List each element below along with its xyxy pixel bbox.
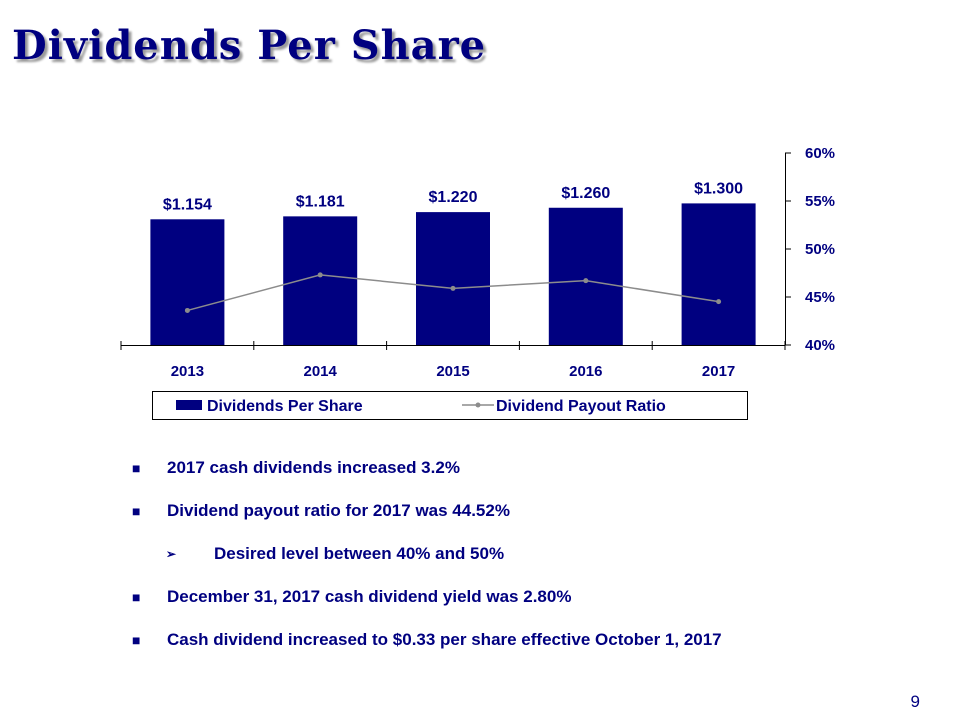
bar-value-label: $1.181	[296, 193, 345, 210]
sub-bullet-item: ➢ Desired level between 40% and 50%	[130, 542, 930, 585]
bullet-list: ■ 2017 cash dividends increased 3.2% ■ D…	[130, 456, 930, 671]
legend-box	[152, 391, 748, 420]
bar	[681, 203, 756, 345]
x-tick-label: 2016	[569, 363, 602, 380]
bullet-item: ■ December 31, 2017 cash dividend yield …	[130, 585, 930, 628]
right-tick-label: 40%	[805, 337, 835, 354]
dividends-chart: $1.154 $1.181 $1.220 $1.260 $1.300 2013 2014 20…	[120, 145, 835, 420]
bar-value-label: $1.154	[163, 196, 212, 213]
bullet-item: ■ Dividend payout ratio for 2017 was 44.…	[130, 499, 930, 542]
square-bullet-icon: ■	[132, 503, 141, 519]
legend-label: Dividends Per Share	[207, 398, 363, 415]
right-tick-label: 50%	[805, 241, 835, 258]
square-bullet-icon: ■	[132, 460, 141, 476]
right-tick-label: 60%	[805, 145, 835, 162]
right-tick-label: 55%	[805, 193, 835, 210]
payout-ratio-point	[184, 307, 190, 313]
right-tick-label: 45%	[805, 289, 835, 306]
bullet-text: Dividend payout ratio for 2017 was 44.52…	[167, 501, 510, 520]
bar-value-label: $1.220	[429, 189, 478, 206]
bullet-text: December 31, 2017 cash dividend yield wa…	[167, 587, 572, 606]
x-tick-label: 2017	[702, 363, 735, 380]
bar	[150, 219, 225, 345]
payout-ratio-point	[450, 285, 456, 291]
payout-ratio-point	[583, 278, 589, 284]
payout-ratio-point	[716, 299, 722, 305]
square-bullet-icon: ■	[132, 632, 141, 648]
bar-value-label: $1.260	[561, 185, 610, 202]
x-tick-label: 2015	[436, 363, 469, 380]
bar-value-label: $1.300	[694, 180, 743, 197]
square-bullet-icon: ■	[132, 589, 141, 605]
legend-label: Dividend Payout Ratio	[496, 398, 666, 415]
slide-title: Dividends Per Share	[12, 22, 487, 69]
bullet-text: Desired level between 40% and 50%	[214, 544, 505, 563]
arrow-bullet-icon: ➢	[166, 547, 177, 561]
bullet-item: ■ Cash dividend increased to $0.33 per s…	[130, 628, 930, 671]
bar	[548, 207, 623, 345]
x-tick-label: 2014	[304, 363, 338, 380]
payout-ratio-point	[317, 272, 323, 278]
bar	[283, 216, 358, 345]
bar	[416, 212, 490, 345]
legend-swatch-point	[475, 402, 481, 408]
x-tick-label: 2013	[171, 363, 204, 380]
bullet-item: ■ 2017 cash dividends increased 3.2%	[130, 456, 930, 499]
page-number: 9	[910, 692, 920, 711]
bullet-text: Cash dividend increased to $0.33 per sha…	[167, 630, 722, 649]
legend-swatch-bars	[176, 400, 202, 410]
bullet-text: 2017 cash dividends increased 3.2%	[167, 458, 460, 477]
